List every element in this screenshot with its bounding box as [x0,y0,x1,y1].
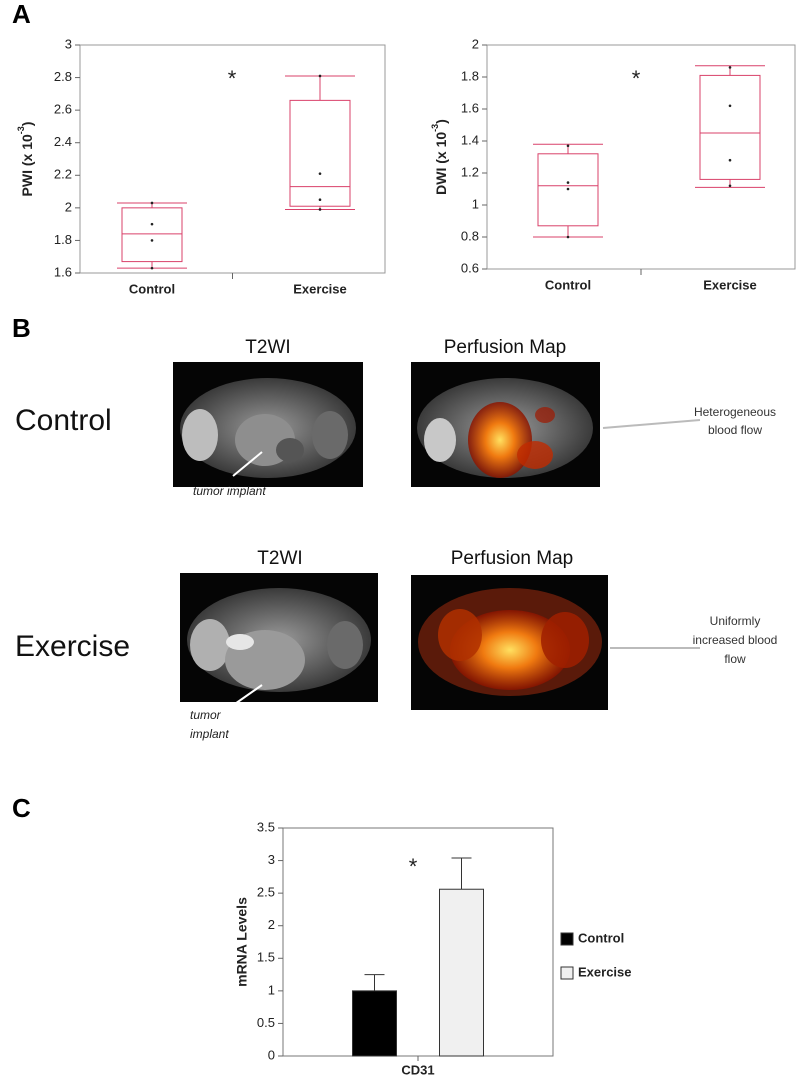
legend-label: Control [578,930,624,945]
y-tick-label: 1 [472,196,479,211]
arrow [602,419,701,429]
row-label: Exercise [15,630,130,663]
legend-swatch [560,966,574,980]
y-tick-label: 1.6 [54,264,72,279]
y-tick-label: 0.5 [257,1015,275,1030]
point [728,66,732,69]
point [318,74,322,78]
image-title: Perfusion Map [451,548,574,569]
y-tick-label: 3.5 [257,819,275,834]
image-annotation: tumor implant [193,484,266,498]
y-tick-label: 3 [268,852,275,867]
point [728,184,732,188]
y-tick-label: 2.8 [54,69,72,84]
y-tick-label: 2 [268,917,275,932]
y-tick-label: 0.6 [461,260,479,275]
image-title: Perfusion Map [444,337,567,358]
y-tick-label: 1.8 [461,68,479,83]
y-axis-label-part: DWI (x 10 [433,132,449,195]
x-tick-label: CD31 [401,1062,434,1077]
arrow [232,451,263,477]
annotation: * [228,66,237,91]
y-tick-label: 1.5 [257,950,275,965]
y-axis-label-part: -3 [430,124,440,132]
plot-frame [282,827,554,1057]
point [150,222,154,226]
point [566,181,570,184]
box [121,207,183,263]
point [566,235,570,239]
point [318,198,322,202]
x-tick-label: Exercise [703,277,757,292]
y-tick-label: 0 [268,1047,275,1062]
image-annotation: tumor [190,708,222,722]
y-tick-label: 2.5 [257,885,275,900]
y-tick-label: 2.2 [54,167,72,182]
image-title: T2WI [257,548,302,569]
annotation: * [632,66,641,91]
y-tick-label: 1.4 [461,132,479,147]
legend-label: Exercise [578,964,632,979]
row-label: Control [15,404,112,437]
perfusion-map [411,362,600,487]
note: flow [724,652,746,666]
y-axis-label-part: -3 [16,126,26,134]
y-tick-label: 1.8 [54,232,72,247]
point [150,201,154,205]
y-tick-label: 1.6 [461,100,479,115]
panel-label: A [12,0,31,29]
y-axis-label-part: ) [19,122,35,127]
arrow [231,684,263,707]
box [699,74,761,180]
y-axis-label-part: ) [433,119,449,124]
y-tick-label: 1.2 [461,164,479,179]
y-tick-label: 3 [65,36,72,51]
mri-image [180,573,378,702]
note: Uniformly [710,614,761,628]
point [566,187,570,191]
image-annotation: implant [190,727,229,741]
annotation: * [409,854,418,879]
note: blood flow [708,423,762,437]
y-tick-label: 2.6 [54,102,72,117]
point [318,172,322,175]
y-axis-label: mRNA Levels [234,897,250,987]
note: increased blood [693,633,778,647]
y-axis-label: DWI (x 10-3) [430,119,448,195]
point [150,266,154,270]
note: Heterogeneous [694,405,776,419]
y-tick-label: 0.8 [461,228,479,243]
x-tick-label: Exercise [293,281,347,296]
y-axis-label: PWI (x 10-3) [16,122,34,197]
bar [439,888,484,1057]
y-tick-label: 2.4 [54,134,72,149]
box [537,153,599,227]
panel-label: C [12,793,31,823]
perfusion-map [411,575,608,710]
point [566,144,570,148]
y-tick-label: 1 [268,982,275,997]
mri-image [173,362,363,487]
legend-swatch [560,932,574,946]
image-title: T2WI [245,337,290,358]
y-tick-label: 2 [472,36,479,51]
x-tick-label: Control [545,277,591,292]
point [728,104,732,108]
point [150,239,154,242]
y-tick-label: 2 [65,199,72,214]
bar [352,990,397,1057]
y-axis-label-part: PWI (x 10 [19,134,35,196]
point [318,208,322,211]
x-tick-label: Control [129,281,175,296]
panel-label: B [12,313,31,343]
box [289,99,351,207]
point [728,158,732,162]
plot-frame [486,44,796,270]
